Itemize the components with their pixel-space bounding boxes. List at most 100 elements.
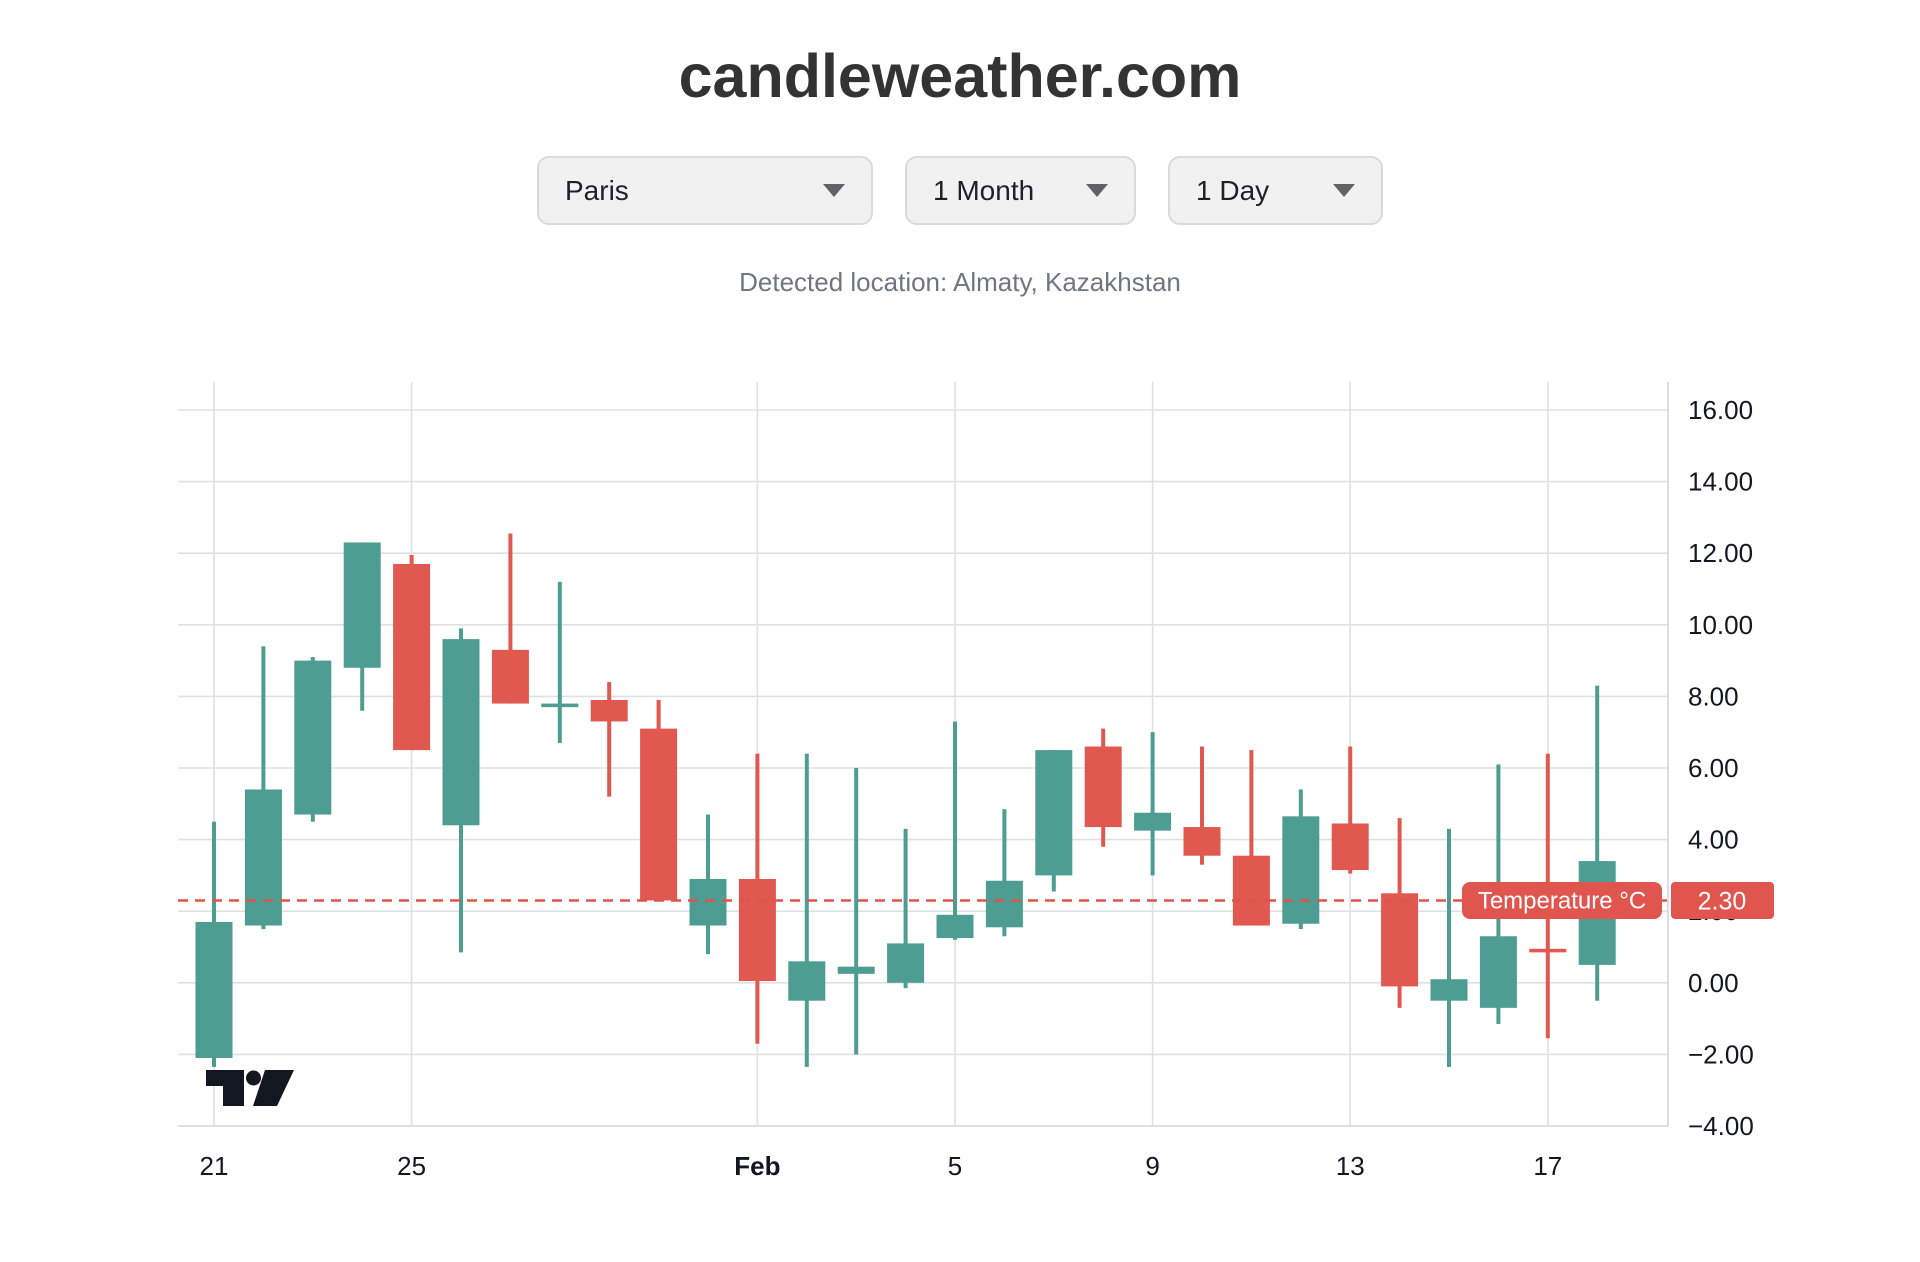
candle-body (837, 966, 875, 974)
candle-wick (508, 533, 513, 704)
y-axis-label: −2.00 (1688, 1039, 1754, 1069)
y-axis-label: 10.00 (1688, 610, 1753, 640)
y-axis-label: 0.00 (1688, 968, 1739, 998)
x-axis-label: 25 (397, 1151, 426, 1181)
candle-jan-31[interactable] (689, 814, 727, 955)
candle-body (195, 921, 233, 1058)
candle-wick (903, 828, 908, 989)
candle-body (887, 943, 925, 983)
y-axis-label: 6.00 (1688, 753, 1739, 783)
candle-feb-13[interactable] (1331, 746, 1369, 874)
candle-feb-2[interactable] (788, 753, 826, 1067)
candle-jan-24[interactable] (343, 542, 381, 711)
y-axis-label: 4.00 (1688, 825, 1739, 855)
y-axis-label: 14.00 (1688, 467, 1753, 497)
series-label-badge-text: Temperature °C (1478, 887, 1646, 914)
interval-dropdown-value: 1 Day (1196, 174, 1270, 206)
candle-feb-18[interactable] (1578, 685, 1616, 1001)
candle-body (1232, 855, 1270, 926)
candle-wick (557, 581, 562, 743)
chart-grid (178, 382, 1669, 1127)
controls-row: Paris 1 Month 1 Day (0, 156, 1920, 225)
candle-body (640, 728, 678, 901)
candle-body (689, 878, 727, 926)
candle-body (1035, 750, 1073, 876)
candle-body (442, 639, 480, 826)
candle-body (294, 660, 332, 815)
candle-feb-6[interactable] (985, 809, 1023, 937)
candle-jan-28[interactable] (541, 581, 579, 743)
candle-wick (1200, 746, 1204, 865)
candle-body (541, 703, 579, 708)
candle-body (1381, 893, 1419, 987)
candle-body (343, 542, 381, 668)
candle-wick (1150, 732, 1155, 876)
candle-wick (1002, 809, 1007, 937)
range-dropdown-value: 1 Month (933, 174, 1035, 206)
candle-wick (1249, 750, 1254, 926)
candle-jan-21[interactable] (195, 821, 233, 1067)
candle-jan-23[interactable] (294, 657, 332, 822)
current-value-badge (1671, 881, 1774, 919)
header: candleweather.com Paris 1 Month 1 Day De… (0, 40, 1920, 298)
detected-location-note: Detected location: Almaty, Kazakhstan (739, 267, 1181, 297)
candle-body (1282, 816, 1320, 924)
candle-feb-7[interactable] (1035, 750, 1073, 892)
candle-wick (1595, 685, 1600, 1001)
city-dropdown-value: Paris (565, 174, 629, 206)
tradingview-logo-icon[interactable] (206, 1070, 294, 1106)
candle-body (491, 649, 529, 704)
x-axis-label: 21 (200, 1151, 229, 1181)
candle-wick (854, 768, 859, 1055)
candle-wick (804, 753, 809, 1067)
candle-body (1183, 827, 1221, 856)
candle-body (1479, 936, 1517, 1008)
candle-feb-9[interactable] (1134, 732, 1172, 876)
candle-feb-1[interactable] (738, 753, 776, 1044)
candle-body (1529, 948, 1567, 953)
candle-jan-29[interactable] (590, 682, 628, 797)
candle-jan-22[interactable] (244, 646, 282, 930)
candle-jan-30[interactable] (640, 699, 678, 901)
interval-dropdown[interactable]: 1 Day (1168, 156, 1383, 225)
candle-feb-5[interactable] (936, 721, 974, 940)
candle-body (1430, 979, 1468, 1001)
candle-body (936, 914, 974, 939)
candle-feb-4[interactable] (887, 828, 925, 989)
candle-jan-27[interactable] (491, 533, 529, 704)
x-axis-label: 9 (1145, 1151, 1159, 1181)
candle-jan-26[interactable] (442, 628, 480, 953)
candle-body (1084, 746, 1122, 828)
candle-wick (953, 721, 957, 940)
candle-feb-10[interactable] (1183, 746, 1221, 865)
city-dropdown[interactable]: Paris (537, 156, 873, 225)
candle-jan-25[interactable] (393, 554, 431, 751)
candle-feb-8[interactable] (1084, 728, 1122, 847)
candle-feb-14[interactable] (1381, 818, 1419, 1008)
x-axis-label: 5 (948, 1151, 962, 1181)
candle-feb-3[interactable] (837, 768, 875, 1055)
y-axis-label: 12.00 (1688, 538, 1753, 568)
x-axis-label: Feb (734, 1151, 780, 1181)
candle-body (393, 563, 431, 751)
candle-body (1331, 823, 1369, 871)
candle-body (1134, 812, 1172, 831)
temperature-candlestick-chart[interactable]: 16.0014.0012.0010.008.006.004.002.000.00… (0, 40, 1920, 1262)
candle-feb-11[interactable] (1232, 750, 1270, 926)
y-axis-label: −4.00 (1688, 1111, 1754, 1141)
current-value-badge-text: 2.30 (1698, 887, 1747, 915)
candle-body (244, 789, 282, 926)
chevron-down-icon (1333, 184, 1355, 197)
page-title: candleweather.com (678, 42, 1242, 110)
candle-feb-12[interactable] (1282, 789, 1320, 930)
candle-feb-15[interactable] (1430, 828, 1468, 1067)
range-dropdown[interactable]: 1 Month (905, 156, 1136, 225)
chevron-down-icon (823, 184, 845, 197)
candle-wick (1447, 828, 1451, 1067)
candle-body (590, 699, 628, 722)
x-axis-label: 17 (1533, 1151, 1562, 1181)
candle-wick (1348, 746, 1353, 874)
candle-wick (607, 682, 612, 797)
chevron-down-icon (1086, 184, 1108, 197)
candle-body (985, 880, 1023, 928)
